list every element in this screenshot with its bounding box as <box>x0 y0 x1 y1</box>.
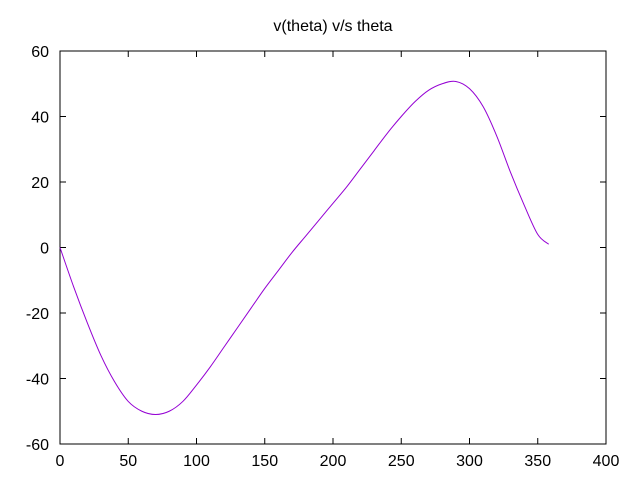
y-axis: -60 -40 -20 0 20 40 60 <box>26 44 606 454</box>
y-tick-label: 60 <box>31 44 49 61</box>
x-tick-label: 50 <box>119 453 137 470</box>
y-tick-label: 20 <box>31 175 49 192</box>
y-tick-label: -20 <box>26 306 49 323</box>
x-tick-label: 0 <box>56 453 65 470</box>
x-tick-label: 150 <box>251 453 278 470</box>
x-tick-label: 200 <box>320 453 347 470</box>
x-tick-label: 350 <box>524 453 551 470</box>
y-tick-label: 0 <box>40 241 49 258</box>
y-tick-label: -40 <box>26 372 49 389</box>
chart-title: v(theta) v/s theta <box>273 18 392 35</box>
y-tick-label: 40 <box>31 110 49 127</box>
x-tick-label: 300 <box>456 453 483 470</box>
y-tick-label: -60 <box>26 437 49 454</box>
x-tick-label: 100 <box>183 453 210 470</box>
x-tick-label: 250 <box>388 453 415 470</box>
plot-frame <box>59 50 607 445</box>
x-tick-label: 400 <box>593 453 620 470</box>
series-layer <box>59 80 550 416</box>
series-line <box>59 80 550 416</box>
x-axis: 0 50 100 150 200 250 300 350 400 <box>56 51 620 470</box>
